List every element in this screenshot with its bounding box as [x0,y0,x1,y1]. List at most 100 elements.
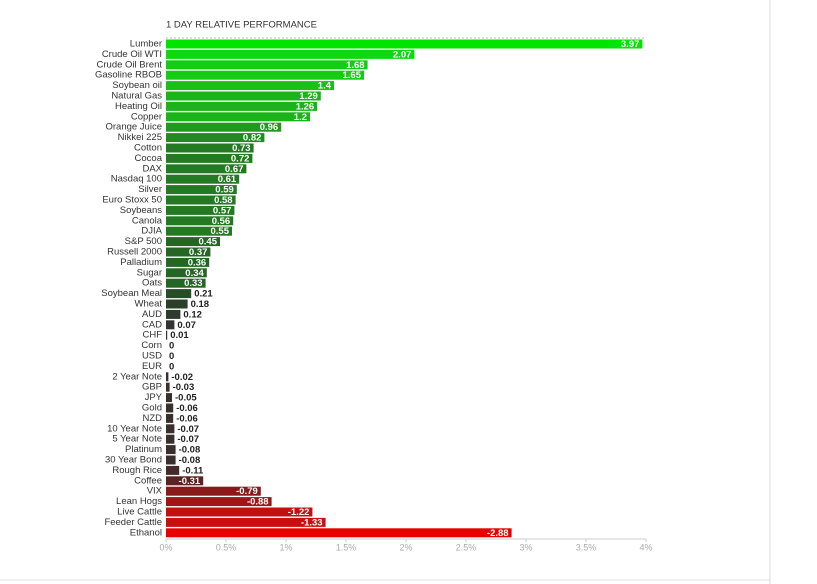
value-label: 1.2 [294,112,307,123]
value-label: 2.07 [393,49,412,60]
y-tick-label: Lean Hogs [116,496,162,507]
bar [166,174,240,184]
y-tick-label: Sugar [137,267,162,278]
y-tick-label: AUD [142,309,162,320]
value-label: 0.58 [214,195,233,206]
y-tick-label: CAD [142,319,162,330]
value-label: 0.82 [243,133,262,144]
value-label: 0.34 [185,268,204,279]
y-tick-label: Natural Gas [111,91,162,102]
bar [166,185,237,195]
y-tick-label: Gold [142,403,162,414]
y-tick-label: Soybean Meal [101,288,162,299]
y-tick-label: Live Cattle [117,507,162,518]
y-tick-label: Coffee [134,475,162,486]
value-label: -0.11 [182,465,204,476]
bar [166,413,174,423]
value-label: 0.18 [191,299,210,310]
y-tick-label: Feeder Cattle [104,517,162,528]
value-label: 0.33 [184,278,203,289]
y-tick-label: Canola [132,215,163,226]
value-label: -0.08 [179,455,201,466]
y-tick-label: 10 Year Note [107,423,162,434]
y-tick-label: Silver [138,184,162,195]
value-label: 0.67 [225,164,244,175]
value-label: 0.36 [188,257,207,268]
value-label: -0.79 [236,486,258,497]
bar [166,164,247,174]
bar [166,247,211,257]
bar [166,434,175,444]
bar [166,289,192,299]
y-tick-label: Russell 2000 [107,247,162,258]
x-tick-label: 3.5% [576,542,597,552]
y-tick-label: DJIA [141,226,162,237]
y-tick-label: Heating Oil [115,101,162,112]
x-tick-label: 2% [399,542,412,552]
value-label: -0.06 [176,403,198,414]
bar [166,257,210,267]
bar [166,403,174,413]
value-label: 0 [169,341,174,352]
x-tick-label: 1% [279,542,292,552]
bar [166,507,313,517]
y-tick-label: EUR [142,361,162,372]
y-tick-label: USD [142,351,162,362]
y-tick-label: NZD [142,413,162,424]
chart-title: 1 DAY RELATIVE PERFORMANCE [166,20,317,31]
value-label: 0.73 [232,143,251,154]
value-label: -0.31 [179,476,201,487]
bar [166,237,220,247]
y-tick-label: DAX [142,163,162,174]
value-label: -0.07 [177,434,199,445]
y-tick-label: S&P 500 [125,236,162,247]
y-tick-label: Lumber [130,39,162,50]
value-label: 0.96 [260,122,279,133]
y-tick-label: 30 Year Bond [105,455,162,466]
value-label: 0.07 [177,320,196,331]
bar [166,60,368,70]
y-tick-label: Corn [141,340,162,351]
value-label: 0.12 [183,309,202,320]
value-label: 0.45 [199,237,218,248]
y-tick-label: Soybean oil [112,80,162,91]
bar [166,445,176,455]
bar [166,133,265,143]
value-label: 0.72 [231,153,250,164]
value-label: -2.88 [487,528,509,539]
bar [166,309,181,319]
value-label: 1.26 [296,101,315,112]
value-label: -0.03 [173,382,195,393]
bar [166,393,172,403]
y-tick-label: Palladium [120,257,162,268]
value-label: 0.59 [215,185,234,196]
value-label: -0.08 [179,445,201,456]
bar [166,455,176,465]
value-label: 1.68 [346,60,365,71]
bar [166,81,334,91]
y-tick-label: JPY [145,392,163,403]
x-tick-label: 1.5% [336,542,357,552]
x-tick-label: 4% [639,542,652,552]
bar [166,226,232,236]
x-tick-label: 3% [519,542,532,552]
y-tick-label: Euro Stoxx 50 [102,195,162,206]
value-label: -0.07 [177,424,199,435]
bar [166,497,272,507]
y-tick-label: Crude Oil Brent [97,59,163,70]
y-tick-label: Cotton [134,143,162,154]
bar [166,91,321,101]
value-label: -0.06 [176,413,198,424]
value-label: 1.4 [318,81,332,92]
bar [166,112,310,122]
value-label: 0.55 [211,226,230,237]
value-label: -1.22 [288,507,310,518]
bar [166,216,234,226]
y-tick-label: Cocoa [135,153,163,164]
value-label: 0.56 [212,216,231,227]
y-tick-label: GBP [142,382,162,393]
bar [166,382,170,392]
bar [166,299,188,309]
x-tick-label: 2.5% [456,542,477,552]
